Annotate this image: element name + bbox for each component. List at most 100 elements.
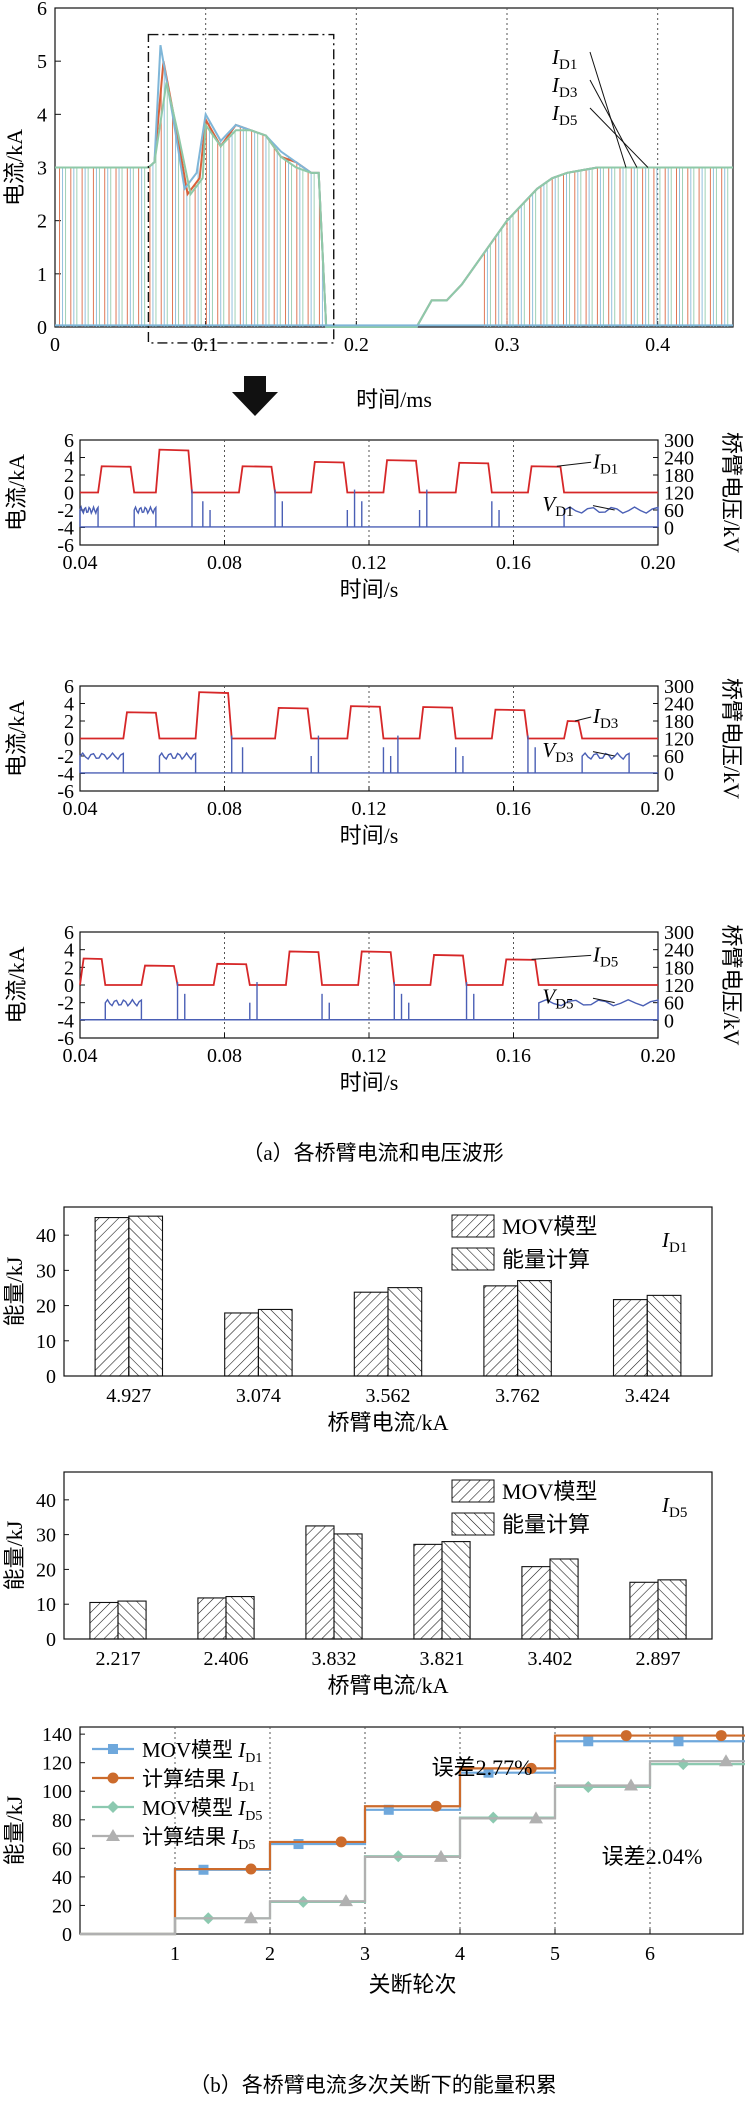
marker-square <box>583 1736 594 1747</box>
y-tick-label: 4 <box>64 694 74 716</box>
y-tick-label: 3 <box>37 158 47 180</box>
y-tick-label: 0 <box>46 1366 56 1388</box>
marker-square <box>483 1767 494 1778</box>
x-tick-label: 0.12 <box>352 552 387 574</box>
voltage-block <box>79 504 99 527</box>
y-tick-label: 4 <box>64 940 74 962</box>
chart-arm-d3: 0.04 0.08 0.12 0.16 0.20-6-4-202460601201802… <box>4 676 744 848</box>
y-tick-label: 0 <box>62 1924 72 1946</box>
y-right-tick-label: 180 <box>664 711 694 733</box>
legend-marker <box>106 1829 120 1841</box>
y-tick-label: 4 <box>37 104 47 126</box>
bar-mov <box>89 1601 119 1640</box>
y-right-tick-label: 120 <box>664 729 694 751</box>
y-right-tick-label: 60 <box>664 993 684 1015</box>
bar-calc <box>549 1558 579 1640</box>
y-axis-label: 电流/kA <box>4 946 29 1023</box>
y-tick-label: 0 <box>46 1629 56 1651</box>
legend-swatch <box>451 1512 495 1536</box>
x-tick-label: 0.2 <box>344 334 369 356</box>
x-tick-label: 6 <box>645 1943 655 1965</box>
leader-line <box>589 79 638 168</box>
y-tick-label: 2 <box>64 957 74 979</box>
bar-calc <box>117 1600 147 1640</box>
y-tick-label: 100 <box>42 1781 72 1803</box>
y-axis-label: 能量/kJ <box>2 1795 27 1865</box>
legend-swatch <box>451 1214 495 1238</box>
zoom-box <box>147 33 335 344</box>
marker-diamond <box>582 1780 595 1793</box>
y-right-tick-label: 300 <box>664 922 694 944</box>
y-tick-label: -4 <box>57 764 74 786</box>
y-tick-label: 30 <box>36 1525 56 1547</box>
y-tick-label: 6 <box>37 0 47 20</box>
y-tick-label: 20 <box>36 1559 56 1581</box>
chart-arm-d1: 0.04 0.08 0.12 0.16 0.20-6-4-202460601201802… <box>4 430 744 602</box>
marker-triangle <box>719 1754 733 1767</box>
y-right-tick-label: 120 <box>664 975 694 997</box>
y-tick-label: 10 <box>36 1594 56 1616</box>
x-tick-label: 3.762 <box>495 1385 540 1407</box>
marker-circle <box>525 1762 537 1774</box>
x-tick-label: 0.12 <box>352 798 387 820</box>
y-axis-label: 电流/kA <box>4 454 29 531</box>
voltage-block <box>538 998 659 1020</box>
x-tick-label: 1 <box>170 1943 180 1965</box>
y-tick-label: 20 <box>36 1296 56 1318</box>
marker-square <box>673 1736 684 1747</box>
legend-swatch <box>451 1479 495 1503</box>
y-axis-label: 电流/kA <box>2 129 27 206</box>
bar-mov <box>521 1566 551 1640</box>
x-tick-label: 0.04 <box>63 1045 98 1067</box>
y-tick-label: 30 <box>36 1260 56 1282</box>
current-leader <box>531 954 592 960</box>
current-series <box>80 691 658 740</box>
marker-triangle <box>434 1849 448 1862</box>
marker-circle <box>430 1800 442 1812</box>
x-tick-label: 0.20 <box>641 552 676 574</box>
voltage-label: VD5 <box>542 985 573 1013</box>
x-axis-label: 时间/s <box>340 1070 399 1095</box>
x-tick-label: 0.1 <box>193 334 218 356</box>
x-tick-label: 3.562 <box>366 1385 411 1407</box>
x-tick-label: 3.424 <box>625 1385 670 1407</box>
x-tick-label: 3.074 <box>236 1385 281 1407</box>
x-axis-label: 时间/ms <box>356 387 432 412</box>
annotation-error-d5: 误差2.04% <box>602 1844 703 1869</box>
y-tick-label: 2 <box>64 711 74 733</box>
y-tick-label: 2 <box>64 465 74 487</box>
switching-strands <box>59 66 729 327</box>
y-tick-label: 20 <box>52 1895 72 1917</box>
x-tick-label: 4.927 <box>106 1385 151 1407</box>
marker-circle <box>715 1730 727 1742</box>
current-label: ID5 <box>592 942 618 970</box>
legend-label: MOV模型 ID5 <box>142 1796 262 1824</box>
legend-label: 计算结果 ID1 <box>142 1767 255 1795</box>
x-tick-label: 3.832 <box>312 1648 357 1670</box>
x-tick-label: 0.20 <box>641 798 676 820</box>
legend-marker <box>107 1801 119 1813</box>
current-label: ID3 <box>592 704 618 732</box>
marker-triangle <box>529 1811 543 1824</box>
legend-marker <box>107 1772 119 1784</box>
bar-mov <box>353 1291 389 1377</box>
voltage-leader <box>592 505 615 511</box>
x-axis-label: 关断轮次 <box>368 1972 456 1997</box>
y-tick-label: 10 <box>36 1331 56 1353</box>
x-tick-label: 0.08 <box>207 798 242 820</box>
y-tick-label: 2 <box>37 211 47 233</box>
voltage-block <box>563 506 659 527</box>
down-arrow <box>232 376 278 416</box>
caption-b: （b）各桥臂电流多次关断下的能量积累 <box>189 2073 557 2097</box>
voltage-label: VD1 <box>542 492 573 520</box>
bar-mov <box>629 1581 659 1640</box>
bar-calc <box>517 1280 552 1377</box>
bar-mov <box>94 1217 130 1377</box>
y-axis-label: 能量/kJ <box>2 1256 27 1326</box>
x-tick-label: 4 <box>455 1943 465 1965</box>
x-tick-label: 0.16 <box>496 1045 531 1067</box>
